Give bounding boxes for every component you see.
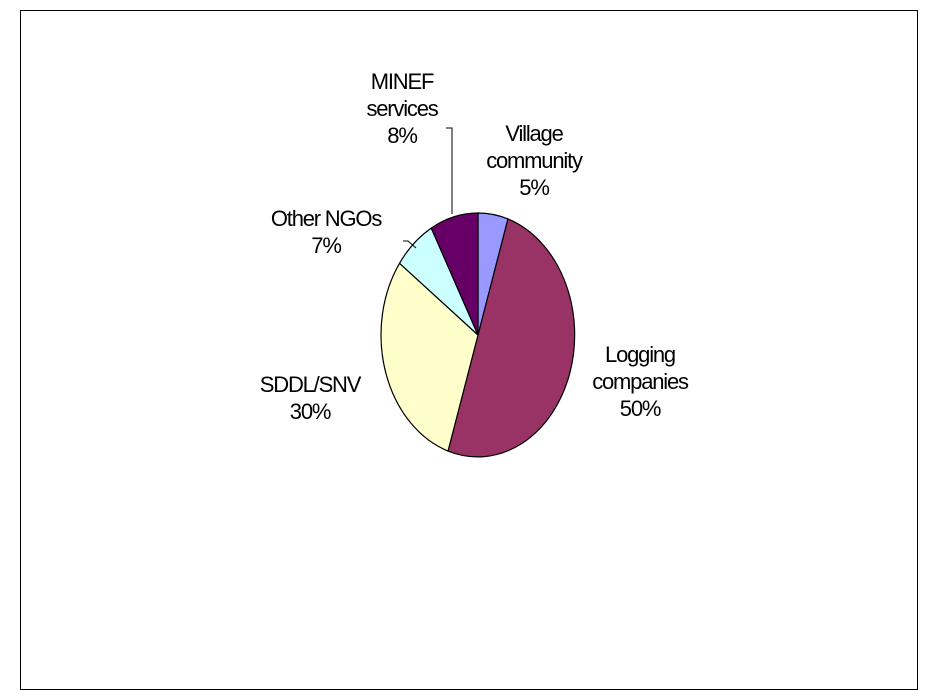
pie-slice	[380, 262, 479, 452]
slice-label-line: MINEF	[371, 69, 434, 94]
slice-percent: 30%	[290, 399, 331, 424]
slice-label-line: Logging	[605, 342, 675, 367]
pie-slice	[447, 218, 576, 458]
slice-percent: 8%	[387, 123, 417, 148]
slice-label: MINEF services 8%	[366, 69, 438, 148]
slice-percent: 50%	[620, 396, 661, 421]
pie-chart: Village community 5% Logging companies 50% SDD…	[260, 69, 690, 458]
slice-label-line: companies	[592, 369, 689, 394]
slice-label: Village community 5%	[486, 121, 583, 200]
leader-line	[446, 127, 453, 214]
slice-label-line: services	[366, 96, 438, 121]
slice-label-line: community	[486, 148, 583, 173]
leader-line	[403, 240, 417, 249]
slice-label-line: Other NGOs	[271, 206, 382, 231]
slice-label: Other NGOs 7%	[271, 206, 382, 258]
slice-percent: 5%	[519, 175, 549, 200]
slice-label-line: SDDL/SNV	[260, 372, 362, 397]
pie-slice	[430, 212, 479, 336]
slice-label: SDDL/SNV 30%	[260, 372, 362, 424]
slice-label-line: Village	[505, 121, 563, 146]
slice-percent: 7%	[311, 233, 341, 258]
slice-label: Logging companies 50%	[592, 342, 689, 421]
